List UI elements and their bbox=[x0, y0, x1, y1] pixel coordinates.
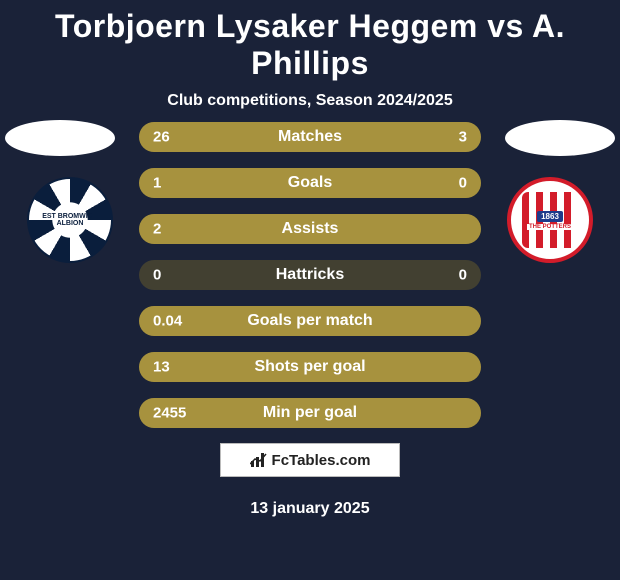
stat-value-left: 26 bbox=[153, 129, 170, 146]
stat-row: 2 Assists bbox=[139, 214, 481, 244]
stat-value-left: 2455 bbox=[153, 405, 186, 422]
crest-left-line1: EST BROMWICH bbox=[42, 213, 98, 220]
stat-row: 0.04 Goals per match bbox=[139, 306, 481, 336]
stat-row: 26 3 Matches bbox=[139, 122, 481, 152]
stat-value-left: 2 bbox=[153, 221, 161, 238]
crest-left-line2: ALBION bbox=[57, 220, 84, 227]
player-photo-right bbox=[505, 120, 615, 156]
stat-label: Goals bbox=[288, 174, 332, 192]
crest-right-year: 1863 bbox=[537, 211, 563, 222]
stat-label: Goals per match bbox=[247, 312, 372, 330]
crest-right-motto: THE POTTERS bbox=[527, 224, 573, 230]
brand-icon bbox=[250, 452, 268, 468]
brand-badge[interactable]: FcTables.com bbox=[220, 443, 400, 477]
stat-row: 0 0 Hattricks bbox=[139, 260, 481, 290]
stat-value-right: 0 bbox=[459, 267, 467, 284]
player-photo-left bbox=[5, 120, 115, 156]
stat-label: Min per goal bbox=[263, 404, 357, 422]
stat-row: 2455 Min per goal bbox=[139, 398, 481, 428]
club-crest-right: 1863 THE POTTERS bbox=[507, 177, 593, 263]
stat-value-left: 1 bbox=[153, 175, 161, 192]
stat-value-right: 3 bbox=[459, 129, 467, 146]
stat-value-left: 0 bbox=[153, 267, 161, 284]
stat-value-left: 13 bbox=[153, 359, 170, 376]
stats-container: 26 3 Matches 1 0 Goals 2 Assists 0 0 Hattricks 0.04… bbox=[139, 122, 481, 444]
stat-row: 13 Shots per goal bbox=[139, 352, 481, 382]
crest-right-shield: 1863 THE POTTERS bbox=[522, 192, 578, 248]
stat-value-right: 0 bbox=[459, 175, 467, 192]
stat-label: Hattricks bbox=[276, 266, 344, 284]
date-text: 13 january 2025 bbox=[0, 500, 620, 518]
stat-label: Matches bbox=[278, 128, 342, 146]
stat-label: Assists bbox=[282, 220, 339, 238]
stat-label: Shots per goal bbox=[254, 358, 365, 376]
stat-value-left: 0.04 bbox=[153, 313, 182, 330]
subtitle: Club competitions, Season 2024/2025 bbox=[0, 92, 620, 110]
club-crest-left: EST BROMWICH ALBION bbox=[27, 177, 113, 263]
page-title: Torbjoern Lysaker Heggem vs A. Phillips bbox=[0, 0, 620, 82]
brand-text: FcTables.com bbox=[272, 452, 371, 469]
crest-left-text: EST BROMWICH ALBION bbox=[42, 213, 98, 228]
stat-row: 1 0 Goals bbox=[139, 168, 481, 198]
